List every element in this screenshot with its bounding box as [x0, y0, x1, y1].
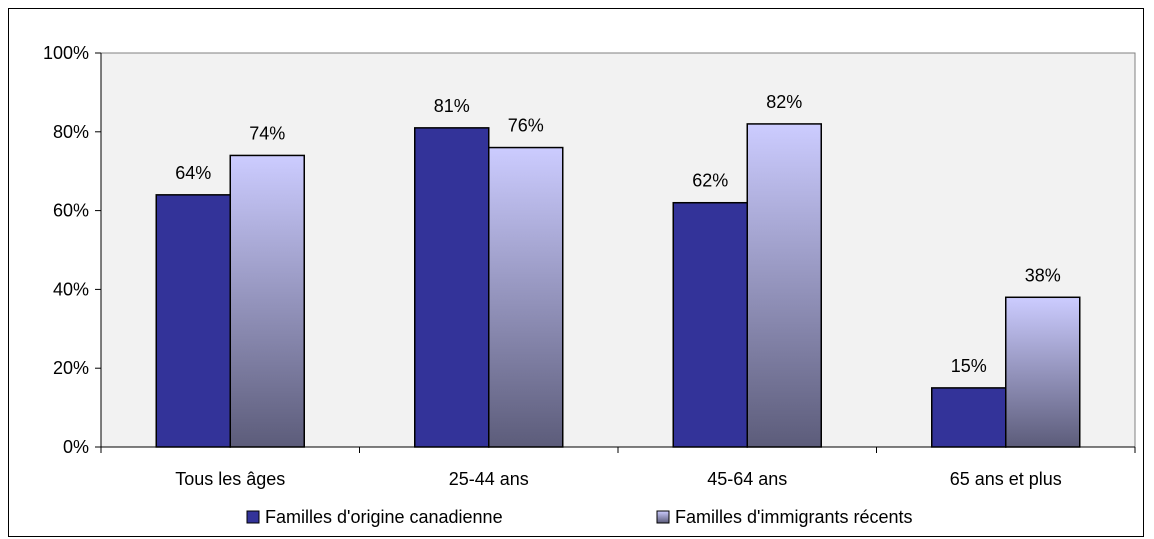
bar-canadian: [672, 201, 748, 448]
bar-immigrant: [746, 123, 822, 448]
data-label: 64%: [175, 163, 211, 183]
bar-canadian: [414, 127, 490, 448]
data-label: 15%: [951, 356, 987, 376]
data-label: 76%: [508, 116, 544, 136]
bar-canadian: [931, 387, 1007, 448]
data-label: 38%: [1025, 265, 1061, 285]
y-tick-label: 20%: [53, 358, 89, 378]
y-tick-label: 40%: [53, 279, 89, 299]
bar-immigrant: [488, 146, 564, 448]
bar-chart: 64% 74% 81% 76% 62% 82% 15% 38% 0% 20% 40% 60% 80% 1…: [43, 43, 1136, 527]
y-tick-label: 60%: [53, 201, 89, 221]
data-label: 82%: [766, 92, 802, 112]
bar-canadian: [155, 194, 231, 448]
bar-immigrant: [1005, 296, 1081, 448]
x-tick-label: 45-64 ans: [707, 469, 787, 489]
x-tick-label: Tous les âges: [175, 469, 285, 489]
y-tick-label: 100%: [43, 43, 89, 63]
data-label: 74%: [249, 123, 285, 143]
chart-frame: 64% 74% 81% 76% 62% 82% 15% 38% 0% 20% 40% 60% 80% 1…: [8, 8, 1144, 537]
legend-label-canadian: Familles d'origine canadienne: [265, 507, 503, 527]
legend-swatch-immigrant: [656, 510, 670, 524]
legend-swatch-canadian: [246, 510, 260, 524]
x-tick-label: 65 ans et plus: [950, 469, 1062, 489]
data-label: 81%: [434, 96, 470, 116]
bar-immigrant: [229, 154, 305, 448]
legend-label-immigrant: Familles d'immigrants récents: [675, 507, 913, 527]
data-label: 62%: [692, 171, 728, 191]
y-tick-label: 80%: [53, 122, 89, 142]
y-tick-label: 0%: [63, 437, 89, 457]
x-tick-label: 25-44 ans: [449, 469, 529, 489]
